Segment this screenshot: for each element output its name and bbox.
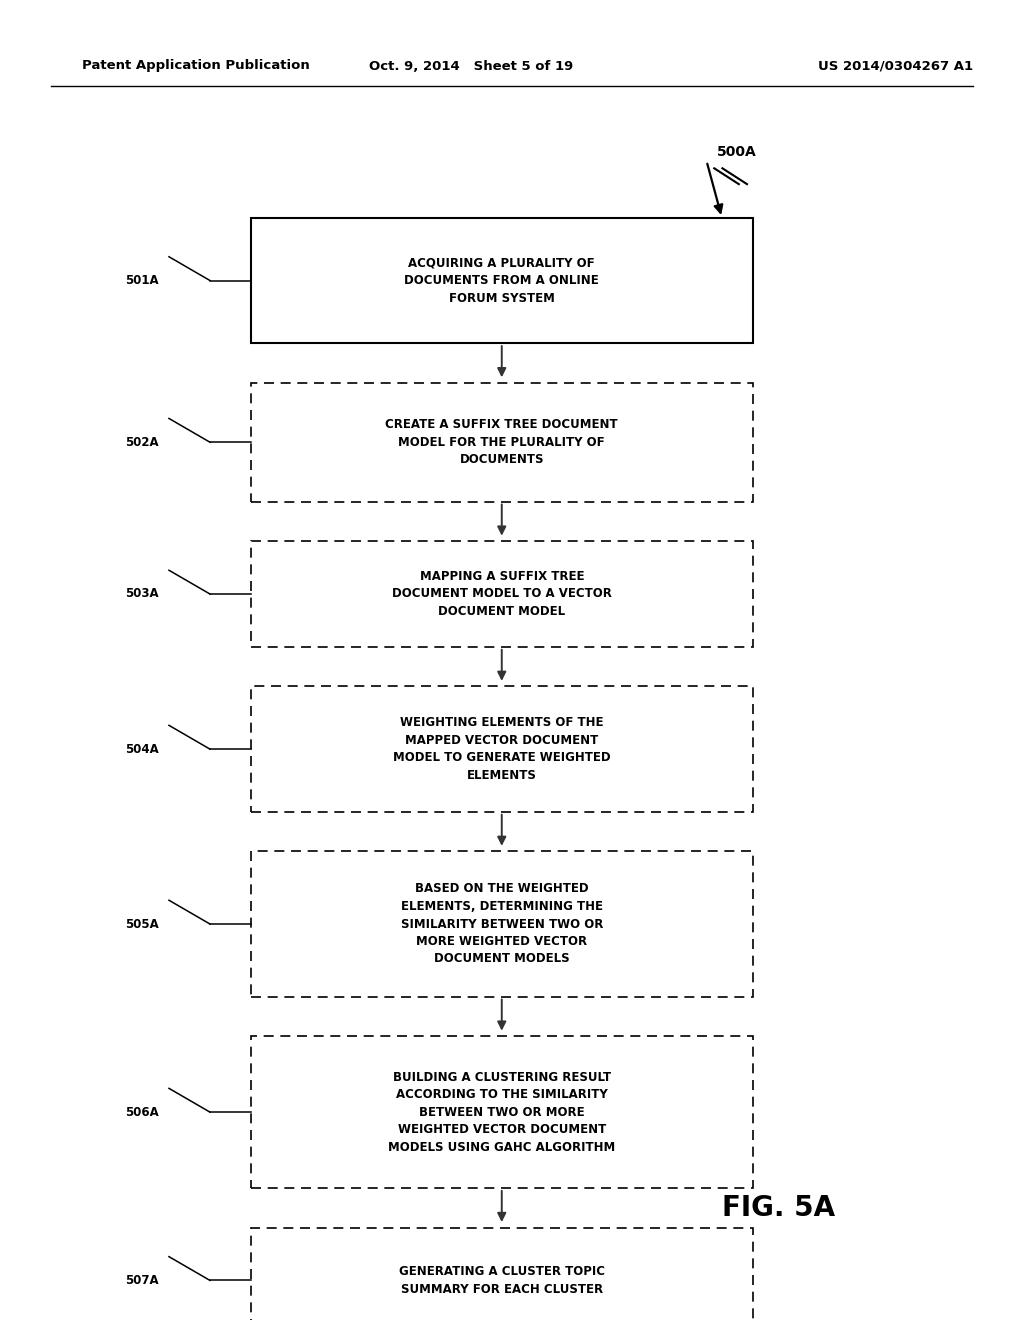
Text: BASED ON THE WEIGHTED
ELEMENTS, DETERMINING THE
SIMILARITY BETWEEN TWO OR
MORE W: BASED ON THE WEIGHTED ELEMENTS, DETERMIN… [400,883,603,965]
Text: GENERATING A CLUSTER TOPIC
SUMMARY FOR EACH CLUSTER: GENERATING A CLUSTER TOPIC SUMMARY FOR E… [398,1265,605,1296]
Text: 502A: 502A [125,436,159,449]
Text: Oct. 9, 2014   Sheet 5 of 19: Oct. 9, 2014 Sheet 5 of 19 [369,59,573,73]
Text: 500A: 500A [717,145,757,158]
Text: 506A: 506A [125,1106,159,1118]
Text: US 2014/0304267 A1: US 2014/0304267 A1 [818,59,973,73]
Text: CREATE A SUFFIX TREE DOCUMENT
MODEL FOR THE PLURALITY OF
DOCUMENTS: CREATE A SUFFIX TREE DOCUMENT MODEL FOR … [385,418,618,466]
Text: Patent Application Publication: Patent Application Publication [82,59,309,73]
Text: 505A: 505A [125,917,159,931]
Text: ACQUIRING A PLURALITY OF
DOCUMENTS FROM A ONLINE
FORUM SYSTEM: ACQUIRING A PLURALITY OF DOCUMENTS FROM … [404,256,599,305]
Bar [251,686,753,812]
Text: 504A: 504A [125,743,159,755]
Bar [251,1228,753,1320]
Bar [251,1036,753,1188]
Text: 503A: 503A [125,587,159,601]
Text: WEIGHTING ELEMENTS OF THE
MAPPED VECTOR DOCUMENT
MODEL TO GENERATE WEIGHTED
ELEM: WEIGHTING ELEMENTS OF THE MAPPED VECTOR … [393,717,610,781]
Text: 501A: 501A [125,275,159,286]
Text: MAPPING A SUFFIX TREE
DOCUMENT MODEL TO A VECTOR
DOCUMENT MODEL: MAPPING A SUFFIX TREE DOCUMENT MODEL TO … [392,570,611,618]
Bar [251,851,753,997]
Text: 507A: 507A [125,1274,159,1287]
Bar [251,383,753,502]
Bar [251,218,753,343]
Text: BUILDING A CLUSTERING RESULT
ACCORDING TO THE SIMILARITY
BETWEEN TWO OR MORE
WEI: BUILDING A CLUSTERING RESULT ACCORDING T… [388,1071,615,1154]
Bar [251,541,753,647]
Text: FIG. 5A: FIG. 5A [722,1193,835,1222]
